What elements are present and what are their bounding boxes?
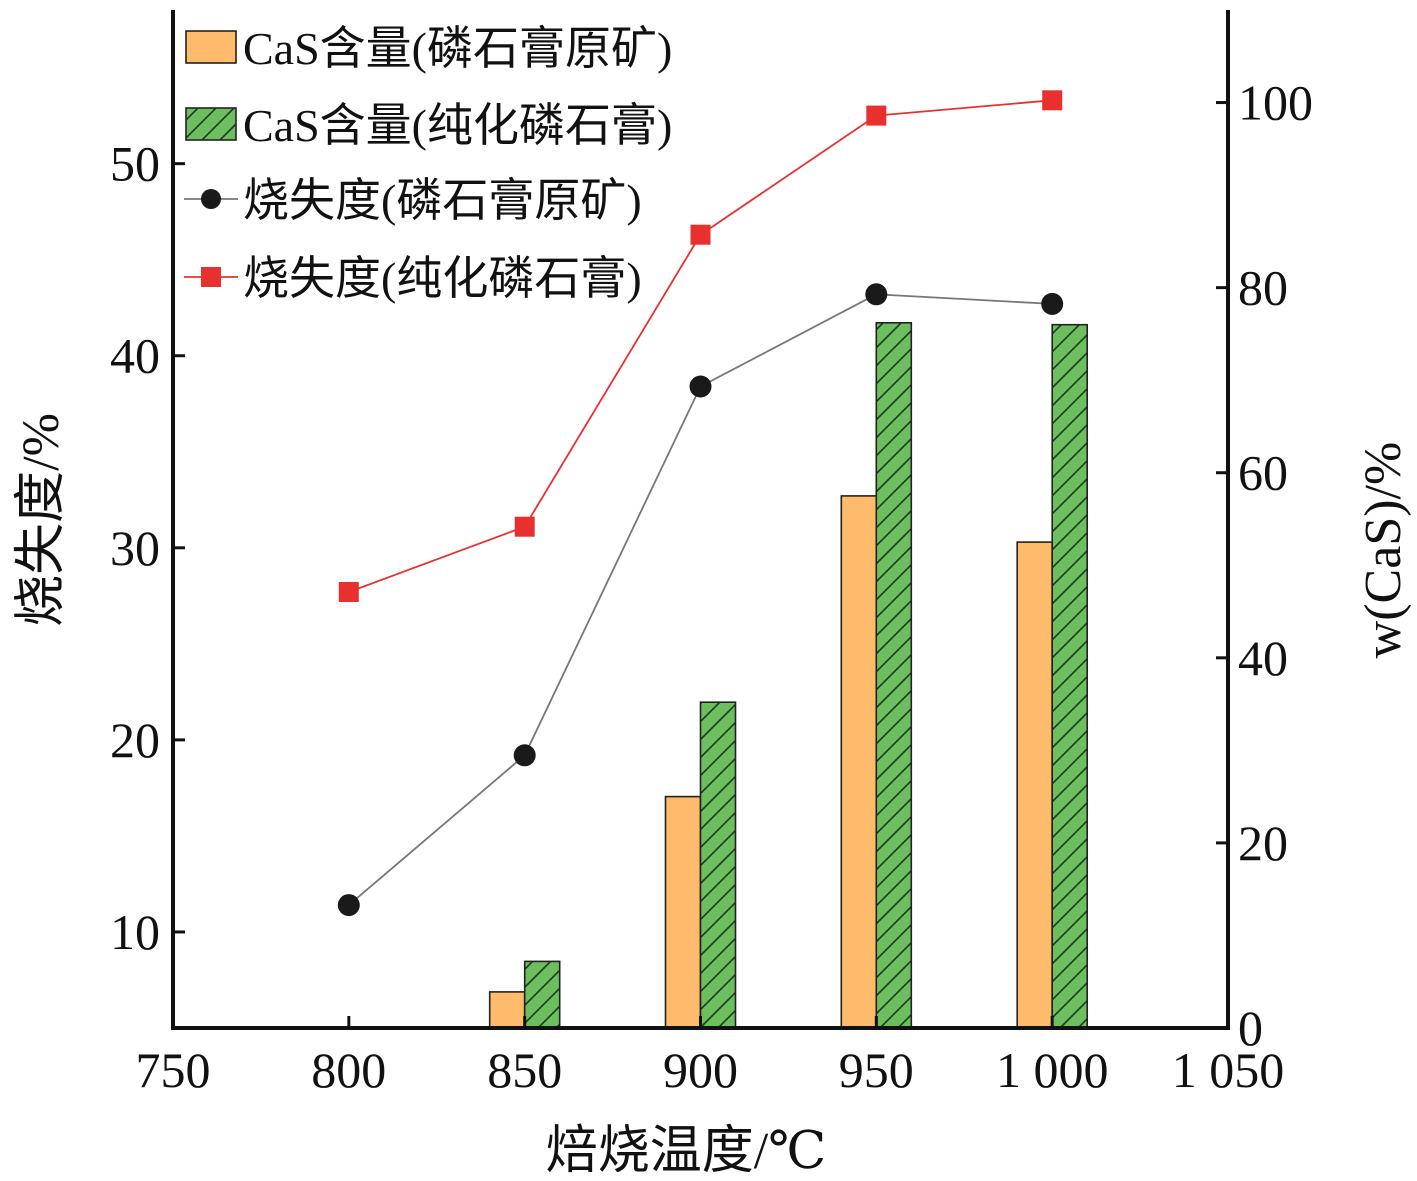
x-axis-title: 焙烧温度/℃ <box>546 1123 827 1180</box>
point-raw-950 <box>865 283 888 306</box>
x-tick-label-750: 750 <box>136 1042 211 1098</box>
legend: CaS含量(磷石膏原矿) CaS含量(纯化磷石膏) 烧失度(磷石膏原矿) 烧失度(纯化… <box>184 23 672 304</box>
point-raw-850 <box>513 744 536 767</box>
legend-bar-purified-swatch <box>185 107 237 141</box>
legend-bar-purified-label: CaS含量(纯化磷石膏) <box>243 100 672 151</box>
bar-raw-950 <box>840 495 878 1029</box>
point-purified-800 <box>338 582 359 602</box>
y-axis-left-title: 烧失度/% <box>13 413 70 627</box>
y-right-tick-label-40: 40 <box>1238 630 1288 686</box>
bar-purified-850 <box>523 960 561 1029</box>
x-tick-label-1050: 1 050 <box>1172 1042 1285 1098</box>
axes-layer: 750 800 850 900 950 1 000 1 050 10 20 30 40 50 0 20 40… <box>110 10 1313 1098</box>
lines-layer <box>337 90 1064 917</box>
bar-raw-1000 <box>1016 541 1054 1029</box>
bar-purified-900 <box>699 701 737 1029</box>
legend-bar-raw-label: CaS含量(磷石膏原矿) <box>243 23 672 74</box>
y-left-tick-label-50: 50 <box>110 136 160 192</box>
x-tick-label-850: 850 <box>487 1042 562 1098</box>
y-right-tick-label-0: 0 <box>1238 1000 1263 1056</box>
y-left-tick-label-20: 20 <box>110 712 160 768</box>
bar-purified-950 <box>875 321 913 1029</box>
bar-raw-850 <box>488 991 526 1029</box>
legend-line-raw-marker <box>201 189 221 209</box>
point-purified-950 <box>866 105 887 126</box>
point-purified-1000 <box>1042 90 1063 111</box>
legend-bar-raw-swatch <box>185 30 237 64</box>
legend-line-purified-label: 烧失度(纯化磷石膏) <box>243 253 642 304</box>
point-raw-800 <box>337 894 360 917</box>
point-purified-850 <box>514 516 535 537</box>
point-raw-1000 <box>1041 292 1064 315</box>
x-tick-label-950: 950 <box>839 1042 914 1098</box>
bars-layer <box>488 321 1088 1029</box>
legend-line-raw-label: 烧失度(磷石膏原矿) <box>243 175 642 226</box>
legend-line-purified-marker <box>201 267 221 287</box>
y-right-tick-label-100: 100 <box>1238 75 1313 131</box>
y-right-tick-label-20: 20 <box>1238 815 1288 871</box>
y-right-tick-label-60: 60 <box>1238 445 1288 501</box>
bar-purified-1000 <box>1051 323 1088 1029</box>
x-tick-label-900: 900 <box>663 1042 738 1098</box>
y-left-tick-label-40: 40 <box>110 328 160 384</box>
y-left-tick-label-10: 10 <box>110 904 160 960</box>
y-right-tick-label-80: 80 <box>1238 260 1288 316</box>
x-tick-label-1000: 1 000 <box>996 1042 1109 1098</box>
y-left-tick-label-30: 30 <box>110 520 160 576</box>
y-axis-right-title: w(CaS)/% <box>1355 442 1412 659</box>
point-raw-900 <box>689 375 712 398</box>
bar-raw-900 <box>664 795 702 1029</box>
point-purified-900 <box>690 224 711 245</box>
x-tick-label-800: 800 <box>311 1042 386 1098</box>
